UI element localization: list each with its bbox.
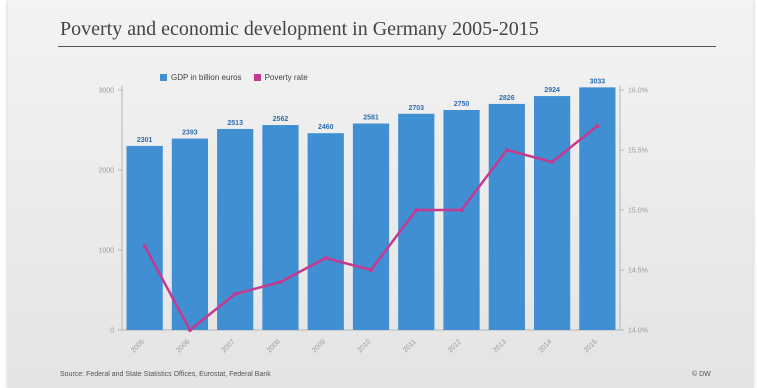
legend-item-poverty: Poverty rate	[253, 72, 308, 82]
gdp-bar	[533, 96, 571, 330]
gdp-bar	[352, 123, 390, 331]
poverty-rate-point	[187, 328, 192, 332]
poverty-rate-point	[504, 148, 509, 152]
gdp-bar-label: 2826	[499, 95, 515, 102]
gdp-bar-label: 2460	[318, 124, 334, 131]
poverty-rate-point	[369, 268, 373, 272]
poverty-rate-point	[550, 160, 555, 164]
gdp-bar	[398, 113, 435, 330]
gdp-bar-label: 2301	[137, 137, 153, 144]
y-right-tick-label: 16.0%	[628, 88, 648, 95]
poverty-rate-point	[233, 292, 238, 296]
gdp-bar-label: 3033	[590, 78, 606, 85]
x-tick-label: 2008	[266, 338, 282, 354]
legend-swatch-gdp	[160, 73, 167, 81]
x-tick-label: 2010	[356, 338, 372, 354]
legend-label-poverty: Poverty rate	[264, 72, 308, 82]
gdp-bar-label: 2750	[454, 101, 470, 108]
chart-legend: GDP in billion euros Poverty rate	[160, 70, 308, 84]
y-right-tick-label: 15.0%	[628, 208, 648, 215]
source-note: Source: Federal and State Statistics Off…	[60, 371, 271, 378]
gdp-bar	[307, 133, 344, 330]
title-divider	[58, 46, 716, 47]
x-tick-label: 2005	[130, 338, 146, 354]
gdp-bar-label: 2513	[227, 120, 243, 127]
x-tick-label: 2007	[221, 338, 237, 354]
poverty-rate-point	[595, 124, 600, 128]
y-left-tick-label: 0	[110, 328, 114, 335]
gdp-bar	[443, 110, 480, 330]
y-right-tick-label: 15.5%	[628, 148, 648, 155]
x-tick-label: 2014	[538, 338, 554, 354]
gdp-bar	[579, 87, 616, 330]
gdp-bar-label: 2581	[363, 115, 379, 122]
y-right-tick-label: 14.5%	[628, 268, 648, 275]
legend-label-gdp: GDP in billion euros	[171, 72, 242, 82]
poverty-rate-point	[414, 208, 419, 212]
gdp-bar	[488, 103, 525, 330]
gdp-bar-label: 2703	[408, 105, 424, 112]
x-tick-label: 2006	[175, 338, 191, 354]
gdp-bar	[126, 145, 163, 330]
gdp-bar-label: 2393	[182, 130, 198, 137]
credit-note: © DW	[692, 371, 711, 378]
x-tick-label: 2013	[492, 338, 508, 354]
chart-title: Poverty and economic development in Germ…	[60, 18, 539, 40]
gdp-bar	[171, 138, 209, 330]
gdp-bar	[217, 128, 254, 330]
x-tick-label: 2011	[402, 338, 418, 354]
y-right-tick-label: 14.0%	[628, 328, 648, 335]
gdp-bar-label: 2562	[273, 116, 289, 123]
x-tick-label: 2012	[447, 338, 463, 354]
poverty-rate-point	[278, 280, 283, 284]
poverty-rate-point	[323, 256, 328, 260]
legend-item-gdp: GDP in billion euros	[160, 73, 242, 82]
poverty-rate-point	[142, 244, 147, 248]
legend-swatch-poverty	[253, 73, 261, 81]
x-tick-label: 2009	[311, 338, 327, 354]
gdp-bar	[262, 125, 299, 330]
poverty-rate-point	[459, 208, 464, 212]
y-left-tick-label: 3000	[98, 88, 114, 95]
x-tick-label: 2015	[583, 338, 599, 354]
y-left-tick-label: 2000	[98, 168, 114, 175]
y-left-tick-label: 1000	[98, 248, 114, 255]
gdp-bar-label: 2924	[544, 87, 560, 94]
